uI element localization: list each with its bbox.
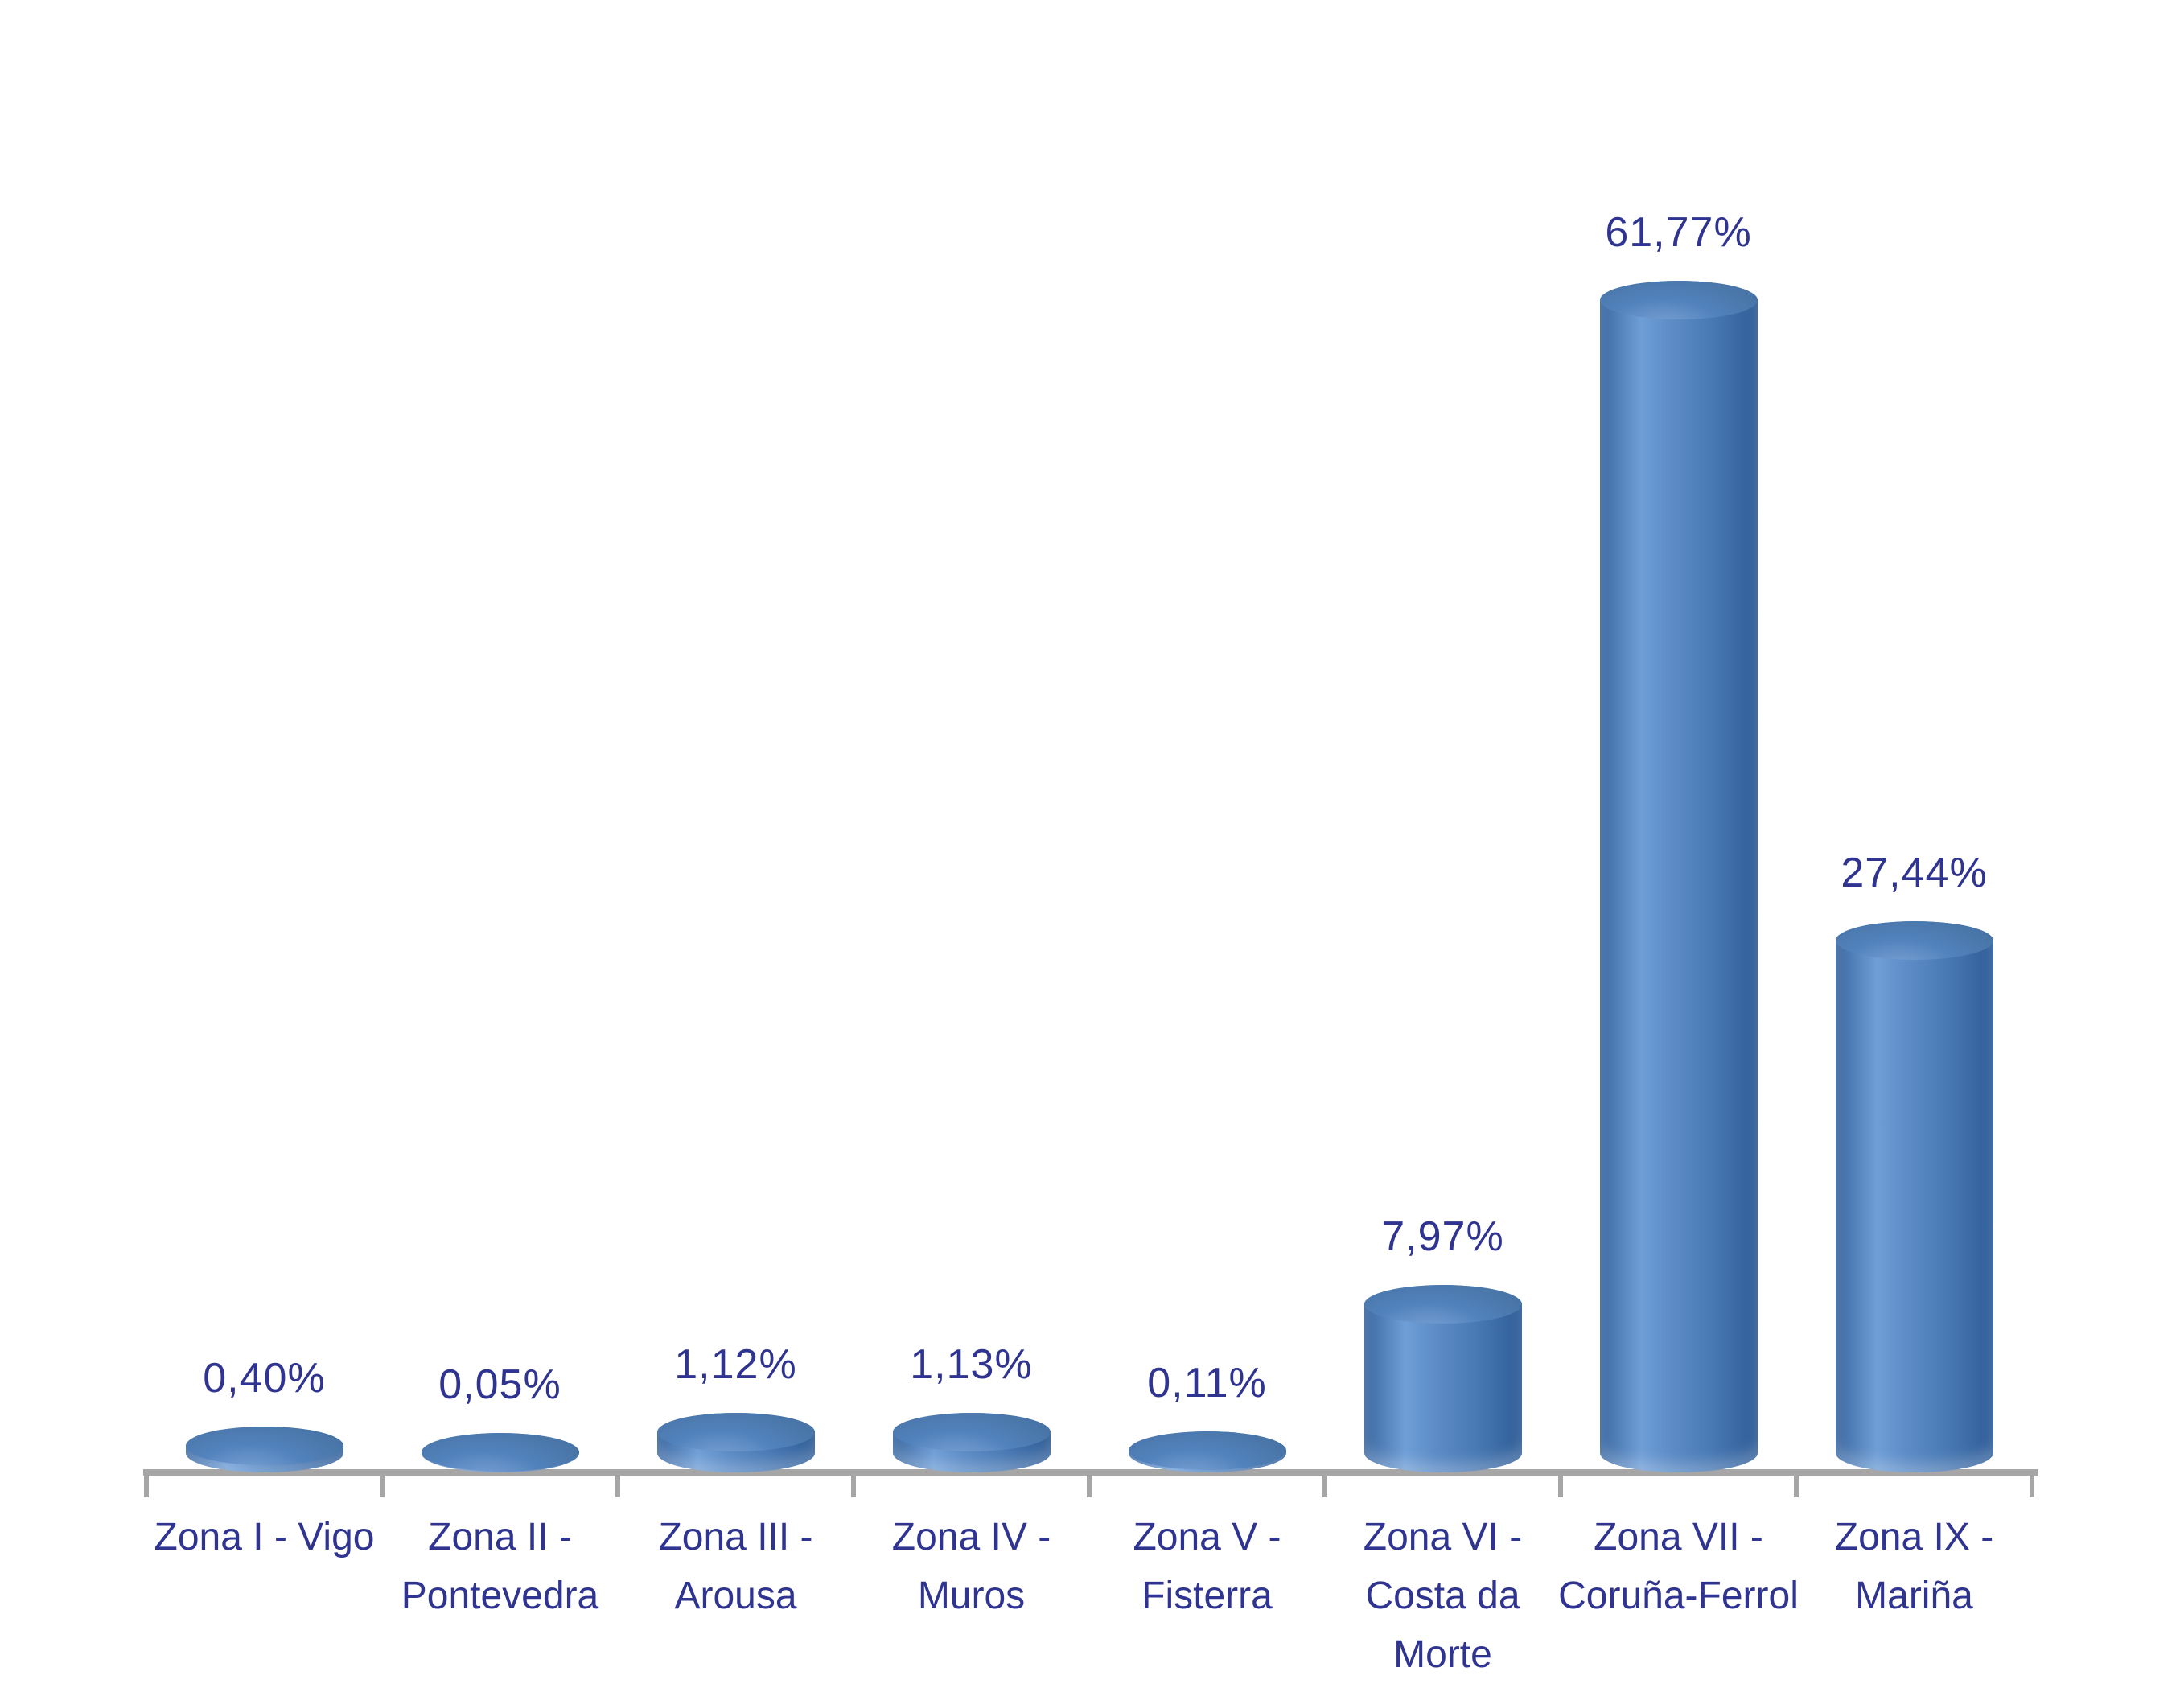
x-axis-tick	[380, 1471, 385, 1497]
category-label: Zona I - Vigo	[132, 1508, 397, 1567]
x-axis-tick	[1087, 1471, 1092, 1497]
bar-cylinder	[185, 1426, 343, 1472]
value-label: 27,44%	[1841, 850, 1988, 897]
bar-cylinder	[421, 1432, 579, 1472]
category-label-line: Coruña-Ferrol	[1558, 1575, 1799, 1617]
bar-cylinder-body	[1835, 921, 1993, 1472]
category-label-line: Arousa	[674, 1575, 797, 1617]
category-label-line: Morte	[1393, 1633, 1492, 1676]
x-axis-tick	[615, 1471, 620, 1497]
category-label-line: Mariña	[1855, 1575, 1973, 1617]
category-label: Zona III - Arousa	[603, 1508, 869, 1625]
category-label: Zona IV - Muros	[839, 1508, 1104, 1625]
category-label-line: Zona VII -	[1594, 1516, 1763, 1558]
bar-cylinder-top	[421, 1432, 579, 1472]
category-label-line: Zona I - Vigo	[154, 1516, 375, 1558]
bar-cylinder-top	[892, 1412, 1051, 1451]
bar-cylinder-top	[656, 1413, 815, 1452]
category-label-line: Costa da	[1365, 1575, 1520, 1617]
category-label-line: Zona II -	[428, 1516, 572, 1558]
category-label-line: Zona V -	[1133, 1516, 1281, 1558]
x-axis-tick	[2030, 1471, 2034, 1497]
bar-cylinder-top	[185, 1426, 343, 1465]
bar-cylinder	[1128, 1431, 1286, 1472]
category-label-line: Muros	[917, 1575, 1026, 1617]
bar-cylinder	[1599, 280, 1758, 1472]
category-label: Zona VII - Coruña-Ferrol	[1546, 1508, 1812, 1625]
value-label: 1,12%	[674, 1341, 797, 1389]
category-label: Zona II - Pontevedra	[368, 1508, 633, 1625]
category-label-line: Zona III -	[658, 1516, 813, 1558]
x-axis-tick	[851, 1471, 856, 1497]
value-label: 61,77%	[1605, 208, 1752, 256]
bar-cylinder	[656, 1413, 815, 1472]
value-label: 7,97%	[1381, 1213, 1504, 1261]
bar-cylinder	[1835, 921, 1993, 1472]
category-label: Zona IX - Mariña	[1782, 1508, 2047, 1625]
category-label-line: Pontevedra	[401, 1575, 599, 1617]
bar-cylinder	[892, 1412, 1051, 1472]
x-axis-tick	[1794, 1471, 1799, 1497]
x-axis-tick	[1322, 1471, 1327, 1497]
bar-cylinder-top	[1363, 1285, 1522, 1324]
bar-cylinder	[1363, 1285, 1522, 1472]
category-label-line: Zona IV -	[891, 1516, 1051, 1558]
category-label: Zona V - Fisterra	[1075, 1508, 1340, 1625]
category-label-line: Zona IX -	[1834, 1516, 1994, 1558]
x-axis-tick	[144, 1471, 149, 1497]
value-label: 0,05%	[438, 1361, 561, 1408]
value-label: 1,13%	[910, 1340, 1033, 1388]
category-label-line: Zona VI -	[1363, 1516, 1523, 1558]
bar-cylinder-body	[1599, 280, 1758, 1472]
category-label: Zona VI - Costa da Morte	[1310, 1508, 1576, 1684]
value-label: 0,40%	[203, 1354, 326, 1402]
value-label: 0,11%	[1147, 1360, 1267, 1407]
category-label-line: Fisterra	[1141, 1575, 1273, 1617]
x-axis-tick	[1558, 1471, 1563, 1497]
bar-cylinder-top	[1128, 1431, 1286, 1471]
bar-cylinder-top	[1835, 921, 1993, 961]
bar-cylinder-top	[1599, 280, 1758, 319]
